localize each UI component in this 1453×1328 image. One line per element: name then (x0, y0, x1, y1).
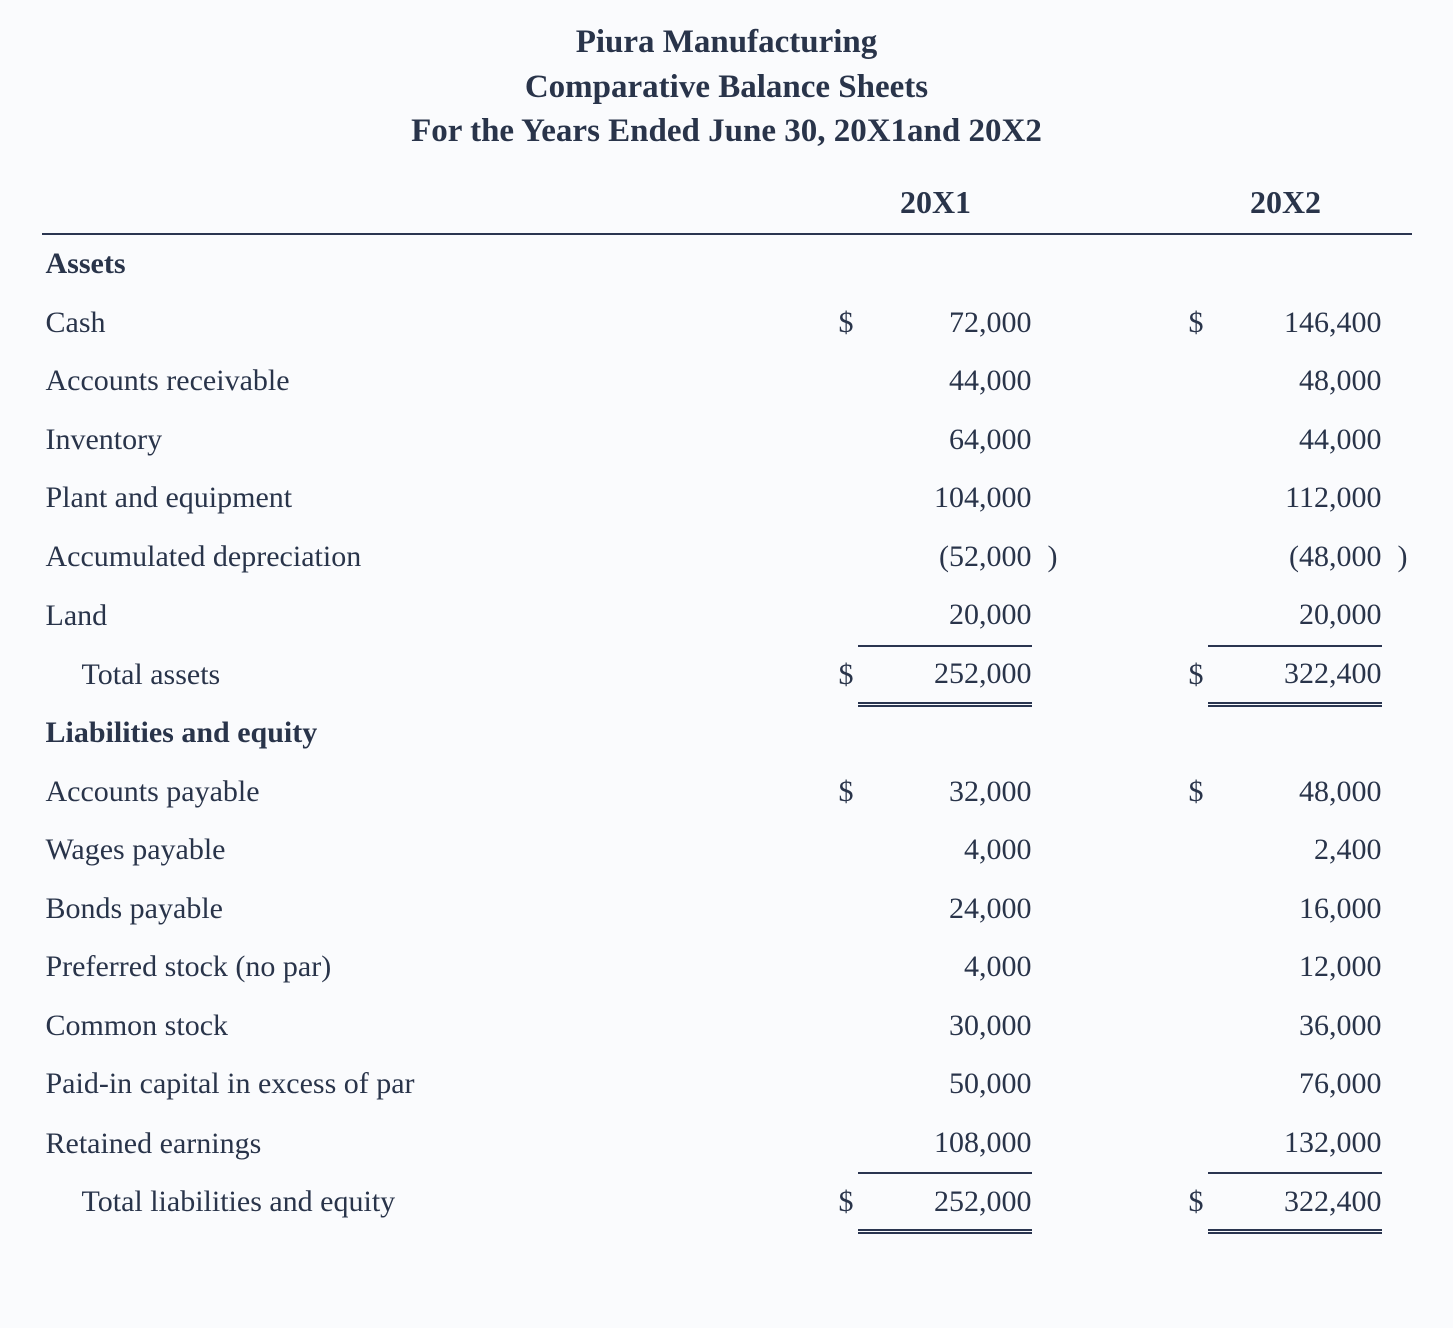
val-ps-y2: 12,000 (1208, 938, 1382, 997)
title-line-2: Comparative Balance Sheets (42, 65, 1412, 110)
val-inv-y1: 64,000 (858, 411, 1032, 470)
label-cash: Cash (42, 294, 810, 353)
cur-tle-y2: $ (1160, 1173, 1208, 1232)
section-row-liab: Liabilities and equity (42, 704, 1412, 763)
val-ta-y2: 322,400 (1208, 646, 1382, 705)
val-wp-y2: 2,400 (1208, 821, 1382, 880)
cur-ta-y1: $ (810, 646, 858, 705)
title-line-3: For the Years Ended June 30, 20X1and 20X… (42, 109, 1412, 154)
paren-accdep-y2: ) (1382, 528, 1412, 587)
val-ap-y1: 32,000 (858, 763, 1032, 822)
label-inv: Inventory (42, 411, 810, 470)
row-pic: Paid-in capital in excess of par 50,000 … (42, 1055, 1412, 1114)
val-accdep-y1: (52,000 (858, 528, 1032, 587)
row-ap: Accounts payable $ 32,000 $ 48,000 (42, 763, 1412, 822)
row-total-liab-equity: Total liabilities and equity $ 252,000 $… (42, 1173, 1412, 1232)
label-land: Land (42, 586, 810, 646)
val-pne-y1: 104,000 (858, 469, 1032, 528)
label-accdep: Accumulated depreciation (42, 528, 810, 587)
row-re: Retained earnings 108,000 132,000 (42, 1114, 1412, 1174)
row-accdep: Accumulated depreciation (52,000) (48,00… (42, 528, 1412, 587)
val-bp-y2: 16,000 (1208, 880, 1382, 939)
section-row-assets: Assets (42, 234, 1412, 294)
row-wp: Wages payable 4,000 2,400 (42, 821, 1412, 880)
val-ta-y1: 252,000 (858, 646, 1032, 705)
label-total-assets: Total assets (42, 646, 810, 705)
val-tle-y1: 252,000 (858, 1173, 1032, 1232)
balance-sheet-table: 20X1 20X2 Assets Cash $ 72,000 $ 146,400… (42, 172, 1412, 1235)
val-accdep-y2: (48,000 (1208, 528, 1382, 587)
val-pne-y2: 112,000 (1208, 469, 1382, 528)
val-cs-y1: 30,000 (858, 997, 1032, 1056)
label-pne: Plant and equipment (42, 469, 810, 528)
row-inv: Inventory 64,000 44,000 (42, 411, 1412, 470)
val-land-y2: 20,000 (1208, 586, 1382, 646)
val-re-y2: 132,000 (1208, 1114, 1382, 1174)
cur-ap-y2: $ (1160, 763, 1208, 822)
row-total-assets: Total assets $ 252,000 $ 322,400 (42, 646, 1412, 705)
row-pne: Plant and equipment 104,000 112,000 (42, 469, 1412, 528)
cur-cash-y2: $ (1160, 294, 1208, 353)
cur-cash-y1: $ (810, 294, 858, 353)
cur-tle-y1: $ (810, 1173, 858, 1232)
label-bp: Bonds payable (42, 880, 810, 939)
row-ar: Accounts receivable 44,000 48,000 (42, 352, 1412, 411)
row-cs: Common stock 30,000 36,000 (42, 997, 1412, 1056)
val-pic-y2: 76,000 (1208, 1055, 1382, 1114)
row-bp: Bonds payable 24,000 16,000 (42, 880, 1412, 939)
val-wp-y1: 4,000 (858, 821, 1032, 880)
val-pic-y1: 50,000 (858, 1055, 1032, 1114)
col-header-y2: 20X2 (1160, 172, 1412, 235)
row-ps: Preferred stock (no par) 4,000 12,000 (42, 938, 1412, 997)
val-bp-y1: 24,000 (858, 880, 1032, 939)
label-tle: Total liabilities and equity (42, 1173, 810, 1232)
label-re: Retained earnings (42, 1114, 810, 1174)
section-header-assets: Assets (42, 234, 810, 294)
label-ap: Accounts payable (42, 763, 810, 822)
col-header-y1: 20X1 (810, 172, 1062, 235)
val-cash-y1: 72,000 (858, 294, 1032, 353)
val-inv-y2: 44,000 (1208, 411, 1382, 470)
val-cs-y2: 36,000 (1208, 997, 1382, 1056)
cur-ta-y2: $ (1160, 646, 1208, 705)
val-ps-y1: 4,000 (858, 938, 1032, 997)
val-tle-y2: 322,400 (1208, 1173, 1382, 1232)
val-cash-y2: 146,400 (1208, 294, 1382, 353)
val-land-y1: 20,000 (858, 586, 1032, 646)
label-ps: Preferred stock (no par) (42, 938, 810, 997)
balance-sheet: Piura Manufacturing Comparative Balance … (42, 20, 1412, 1234)
val-ar-y1: 44,000 (858, 352, 1032, 411)
label-pic: Paid-in capital in excess of par (42, 1055, 810, 1114)
column-header-row: 20X1 20X2 (42, 172, 1412, 235)
row-land: Land 20,000 20,000 (42, 586, 1412, 646)
paren-accdep-y1: ) (1032, 528, 1062, 587)
title-line-1: Piura Manufacturing (42, 20, 1412, 65)
cur-ap-y1: $ (810, 763, 858, 822)
label-wp: Wages payable (42, 821, 810, 880)
section-header-liab: Liabilities and equity (42, 704, 810, 763)
row-cash: Cash $ 72,000 $ 146,400 (42, 294, 1412, 353)
val-re-y1: 108,000 (858, 1114, 1032, 1174)
label-cs: Common stock (42, 997, 810, 1056)
title-block: Piura Manufacturing Comparative Balance … (42, 20, 1412, 154)
label-ar: Accounts receivable (42, 352, 810, 411)
val-ar-y2: 48,000 (1208, 352, 1382, 411)
val-ap-y2: 48,000 (1208, 763, 1382, 822)
